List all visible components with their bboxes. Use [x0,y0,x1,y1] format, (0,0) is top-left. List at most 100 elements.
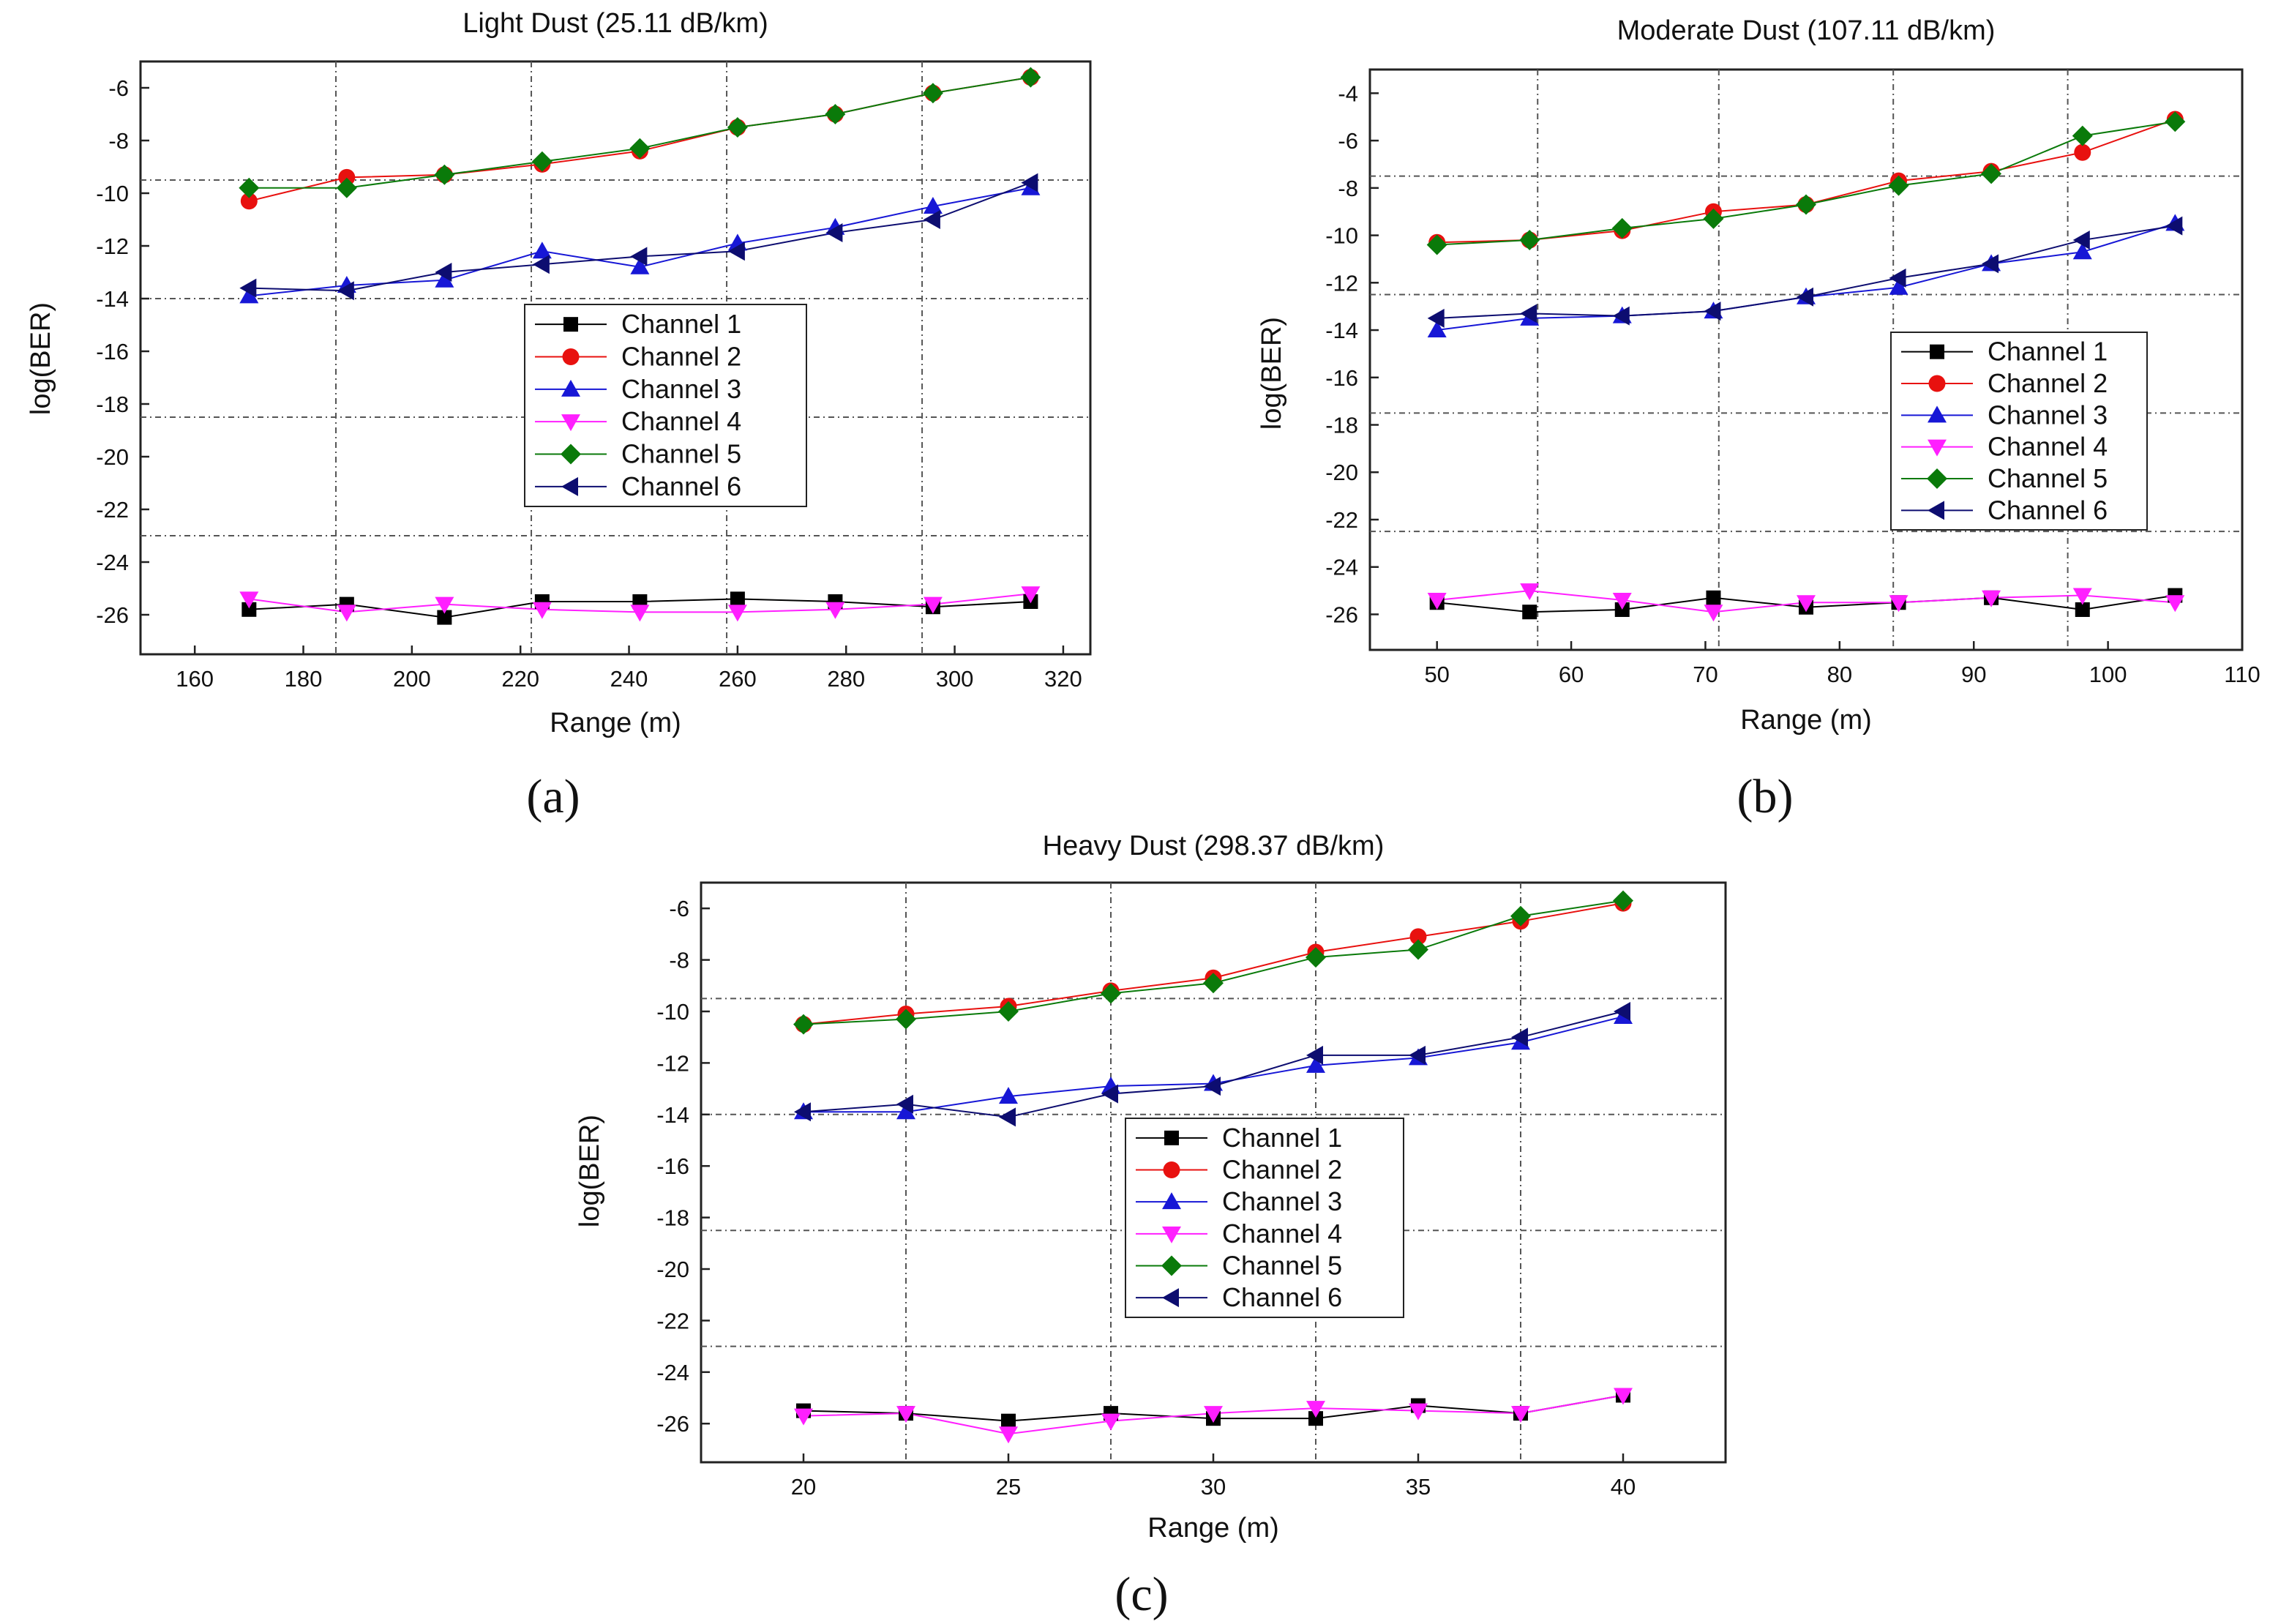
data-point-channel-5 [1510,905,1531,927]
data-point-channel-5 [336,177,357,198]
data-point-channel-6 [1889,268,1906,288]
data-point-channel-5 [1306,947,1326,968]
data-point-channel-5 [1888,175,1909,196]
data-point-channel-1 [2075,602,2090,617]
y-tick-label: -18 [656,1205,689,1231]
x-tick-label: 30 [1201,1474,1226,1500]
data-point-channel-3 [435,270,454,288]
data-point-channel-4 [1306,1401,1325,1418]
legend-label-channel-2: Channel 2 [1988,368,2108,398]
legend-marker-channel-4 [1162,1226,1181,1243]
plot-area-a: 160 180 200 220 240 260 280 300 320 -6 -8 -10 -12 -14… [96,60,1092,692]
chart-title: Heavy Dust (298.37 dB/km) [1043,831,1385,861]
data-point-channel-6 [630,247,648,266]
data-point-channel-6 [727,242,745,261]
y-tick-label: -6 [108,75,129,101]
x-tick-label: 240 [610,666,648,692]
data-point-channel-6 [1204,1077,1221,1096]
x-axis-label: Range (m) [550,708,681,738]
y-tick-label: -8 [669,948,689,973]
data-point-channel-6 [337,281,354,301]
y-tick-label: -10 [656,999,689,1025]
plot-area-b: 50 60 70 80 90 100 110 -4 -6 -8 -10 -12 -14 -16 -18 -20… [1325,68,2260,687]
data-point-channel-4 [1520,583,1540,601]
y-tick-label: -26 [656,1411,689,1437]
data-point-channel-6 [1306,1045,1323,1065]
y-tick-label: -14 [1325,318,1358,343]
legend-label-channel-5: Channel 5 [1988,463,2108,493]
y-tick-label: -22 [656,1308,689,1333]
data-point-channel-6 [1797,287,1813,307]
legend-marker-channel-6 [1162,1288,1179,1308]
data-point-channel-4 [896,1406,915,1423]
panel-label: (b) [1737,770,1794,823]
data-point-channel-4 [1612,593,1632,610]
data-point-channel-3 [532,242,552,259]
data-point-channel-1 [241,602,257,617]
data-point-channel-6 [794,1102,811,1122]
legend-label-channel-2: Channel 2 [621,342,741,372]
x-tick-label: 90 [1961,662,1986,687]
legend-marker-channel-3 [1928,405,1947,423]
legend-marker-channel-1 [563,317,578,332]
data-point-channel-6 [1982,254,1999,274]
data-point-channel-1 [1706,590,1721,605]
data-point-channel-5 [2165,111,2186,132]
x-tick-label: 220 [501,666,539,692]
legend-label-channel-5: Channel 5 [621,439,741,469]
x-axis-label: Range (m) [1147,1513,1279,1543]
data-point-channel-1 [437,610,452,625]
data-point-channel-5 [2072,125,2093,146]
legend-marker-channel-3 [561,379,580,397]
y-tick-label: -14 [656,1102,689,1128]
legend-label-channel-2: Channel 2 [1222,1155,1342,1185]
data-point-channel-5 [1981,163,2002,184]
data-point-channel-4 [1427,593,1447,610]
x-tick-label: 80 [1827,662,1852,687]
data-point-channel-6 [1101,1084,1118,1104]
data-point-channel-1 [730,591,745,607]
data-point-channel-6 [999,1107,1016,1127]
data-point-channel-2 [338,168,356,186]
data-point-channel-4 [1889,595,1908,613]
data-point-channel-6 [1704,302,1721,321]
y-tick-label: -12 [1325,270,1358,296]
legend-label-channel-1: Channel 1 [1988,337,2108,367]
data-point-channel-4 [1204,1406,1223,1423]
y-tick-label: -8 [1338,176,1358,201]
data-point-channel-5 [1408,939,1428,960]
data-point-channel-3 [1889,277,1908,295]
legend-marker-channel-6 [561,476,578,496]
y-axis-label: log(BER) [26,302,56,415]
y-tick-label: -18 [96,392,129,417]
data-point-channel-5 [998,1001,1019,1022]
y-tick-label: -24 [96,550,129,575]
legend-marker-channel-1 [1164,1130,1179,1145]
data-point-channel-1 [1001,1413,1016,1429]
data-point-channel-6 [239,278,257,298]
data-point-channel-5 [1101,983,1121,1004]
x-tick-label: 260 [719,666,757,692]
y-tick-label: -26 [1325,602,1358,627]
data-point-channel-5 [1426,234,1447,255]
data-point-channel-5 [727,117,748,138]
data-point-channel-6 [1409,1045,1426,1065]
legend-label-channel-4: Channel 4 [1222,1219,1342,1249]
data-point-channel-2 [1409,928,1427,946]
legend-marker-channel-6 [1928,501,1944,520]
y-tick-label: -16 [96,339,129,364]
data-point-channel-6 [2072,231,2090,250]
data-point-channel-4 [337,605,356,622]
data-point-channel-6 [2165,216,2183,236]
legend-label-channel-1: Channel 1 [621,309,741,339]
data-point-channel-6 [435,263,452,282]
x-tick-label: 35 [1406,1474,1431,1500]
data-point-channel-5 [1613,890,1633,911]
legend-label-channel-3: Channel 3 [1988,400,2108,430]
y-tick-label: -8 [108,128,129,154]
data-point-channel-5 [1611,217,1633,239]
data-point-channel-4 [1511,1406,1530,1423]
